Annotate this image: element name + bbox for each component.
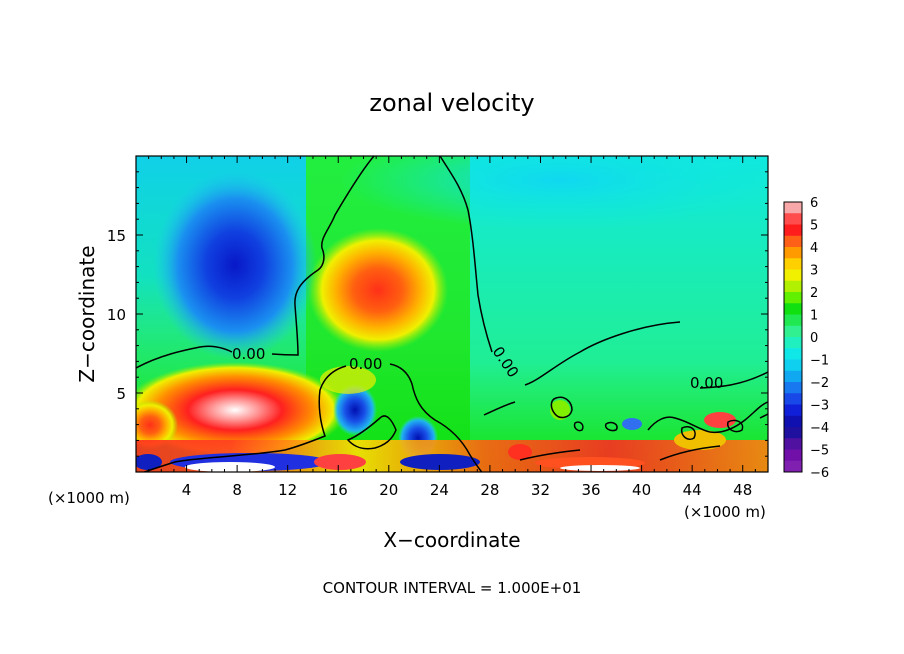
colorbar-band: [784, 415, 802, 428]
y-axis-label: Z−coordinate: [75, 245, 99, 382]
x-unit-label-right: (×1000 m): [684, 503, 766, 521]
x-tick-label: 36: [581, 481, 600, 499]
colorbar-band: [784, 235, 802, 248]
contour-label: 0.00: [349, 355, 382, 373]
colorbar-tick-label: 5: [810, 219, 818, 234]
x-tick-label: 28: [480, 481, 499, 499]
x-tick-label: 48: [733, 481, 752, 499]
colorbar-band: [784, 438, 802, 450]
colorbar-tick-label: −2: [810, 376, 829, 391]
colorbar-tick-label: −6: [810, 466, 829, 481]
y-tick-label: 5: [116, 385, 126, 403]
colorbar-band: [784, 213, 802, 225]
colorbar-tick-label: 6: [810, 196, 818, 211]
colorbar-band: [784, 269, 802, 282]
colorbar-band: [784, 292, 802, 304]
colorbar-tick-label: 4: [810, 241, 818, 256]
zero-contours: [136, 156, 768, 472]
x-tick-label: 40: [632, 481, 651, 499]
x-axis-label: X−coordinate: [383, 528, 520, 552]
y-tick-label: 10: [107, 306, 126, 324]
colorbar-band: [784, 370, 802, 383]
colorbar-band: [784, 348, 802, 360]
contour-label: 0.00: [690, 374, 723, 392]
colorbar-band: [784, 258, 802, 270]
colorbar-band: [784, 337, 802, 349]
positive-velocity-core-upper: [308, 228, 448, 352]
chart-title: zonal velocity: [369, 89, 534, 117]
colorbar-tick-label: −1: [810, 354, 829, 369]
colorbar-band: [784, 280, 802, 293]
colorbar-band: [784, 303, 802, 315]
x-tick-label: 44: [683, 481, 702, 499]
colorbar-band: [784, 393, 802, 405]
colorbar-band: [784, 224, 802, 237]
x-axis: 4 8 12 16 20 24 28 32 36 40 44 48: [148, 156, 756, 499]
x-tick-label: 16: [329, 481, 348, 499]
x-tick-label: 20: [379, 481, 398, 499]
colorbar-band: [784, 382, 802, 394]
colorbar-tick-label: −5: [810, 444, 829, 459]
positive-velocity-core-lower: [136, 362, 347, 458]
colorbar-band: [784, 202, 802, 214]
y-tick-label: 15: [107, 227, 126, 245]
colorbar-tick-label: 0: [810, 331, 818, 346]
velocity-field: [136, 156, 768, 472]
x-tick-label: 24: [430, 481, 449, 499]
colorbar-tick-label: −4: [810, 421, 829, 436]
colorbar-band: [784, 359, 802, 372]
colorbar-band: [784, 404, 802, 417]
colorbar-tick-label: 1: [810, 309, 818, 324]
contour-interval-note: CONTOUR INTERVAL = 1.000E+01: [323, 579, 582, 597]
contour-label: 0.00: [232, 345, 265, 363]
x-tick-label: 32: [531, 481, 550, 499]
y-axis: 5 10 15: [107, 171, 768, 457]
colorbar-frame: [783, 201, 803, 473]
colorbar-band: [784, 247, 802, 259]
negative-velocity-core: [153, 170, 317, 360]
colorbar-tick-label: 3: [810, 264, 818, 279]
colorbar: 6 5 4 3 2 1 0 −1 −2 −3 −4 −5 −6: [783, 196, 829, 481]
x-tick-label: 4: [182, 481, 192, 499]
colorbar-tick-label: −3: [810, 399, 829, 414]
colorbar-tick-label: 2: [810, 286, 818, 301]
colorbar-band: [784, 314, 802, 327]
colorbar-band: [784, 449, 802, 462]
x-tick-label: 8: [232, 481, 242, 499]
colorbar-band: [784, 427, 802, 439]
colorbar-band: [784, 460, 802, 473]
x-tick-label: 12: [278, 481, 297, 499]
colorbar-band: [784, 325, 802, 338]
x-unit-label-left: (×1000 m): [48, 489, 130, 507]
